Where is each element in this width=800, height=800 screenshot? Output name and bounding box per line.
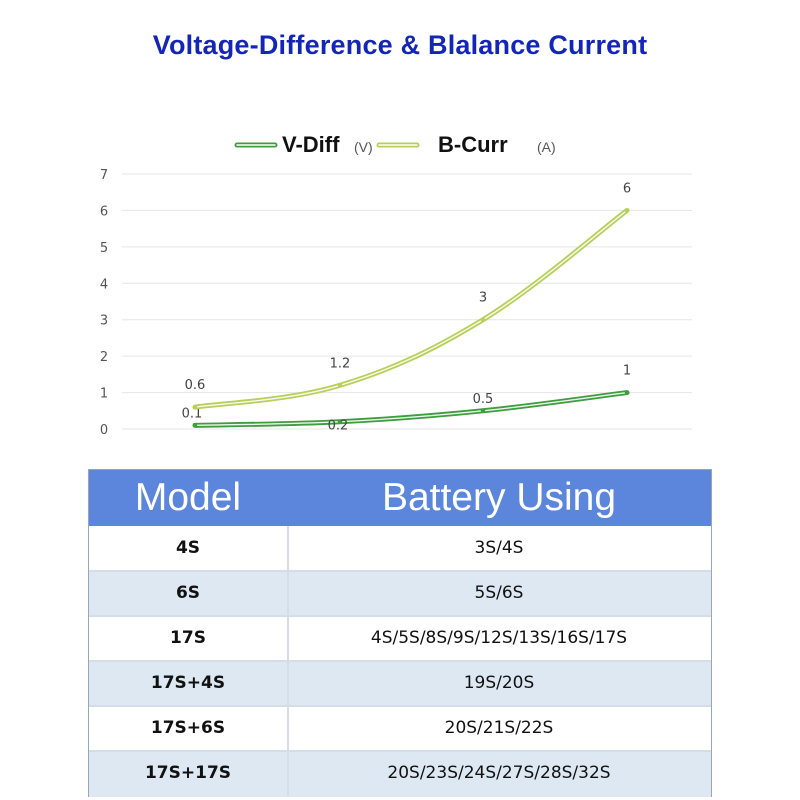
y-tick-label: 0 <box>100 423 108 438</box>
column-divider <box>287 526 289 796</box>
y-tick-label: 2 <box>100 350 108 365</box>
series-line-core <box>194 391 628 427</box>
y-tick-label: 3 <box>100 314 108 329</box>
y-tick-label: 1 <box>100 387 108 402</box>
legend-label: B-Curr <box>438 132 508 157</box>
data-point <box>337 383 343 388</box>
line-chart: 0 1 2 3 4 5 6 7 0.1 0.2 0.5 1 0.6 1.2 3 6 V-Diff (V) B-Cur… <box>100 132 692 438</box>
legend-unit: (A) <box>537 139 556 155</box>
table-row: 6S 5S/6S <box>89 572 711 617</box>
data-label: 6 <box>623 181 631 196</box>
data-label: 1 <box>623 364 631 379</box>
model-cell: 17S+6S <box>150 718 226 738</box>
table-row: 17S 4S/5S/8S/9S/12S/13S/16S/17S <box>89 617 711 662</box>
table-row: 4S 3S/4S <box>89 527 711 572</box>
data-point <box>192 423 198 428</box>
data-point <box>624 390 630 395</box>
battery-cell: 5S/6S <box>474 583 524 603</box>
model-cell: 17S <box>170 628 206 648</box>
battery-cell: 19S/20S <box>463 673 535 693</box>
data-label: 0.6 <box>185 378 206 393</box>
model-cell: 4S <box>175 538 201 558</box>
battery-cell: 20S/23S/24S/27S/28S/32S <box>387 763 611 783</box>
header-battery-using: Battery Using <box>381 476 617 519</box>
battery-cell: 4S/5S/8S/9S/12S/13S/16S/17S <box>370 628 628 648</box>
data-label: 0.5 <box>473 392 494 407</box>
legend-unit: (V) <box>354 139 373 155</box>
data-point <box>192 404 198 410</box>
table-row: 17S+17S 20S/23S/24S/27S/28S/32S <box>89 752 711 797</box>
data-point <box>480 317 486 322</box>
model-cell: 6S <box>175 583 201 603</box>
y-tick-label: 5 <box>100 241 108 256</box>
series-line-core <box>194 209 628 408</box>
model-cell: 17S+17S <box>144 763 232 783</box>
data-point <box>337 419 343 424</box>
chart-title: Voltage-Difference & Blalance Current <box>152 30 648 60</box>
table-row: 17S+4S 19S/20S <box>89 662 711 707</box>
data-label: 3 <box>479 291 487 306</box>
data-label: 0.1 <box>182 406 203 421</box>
table-header: Model Battery Using <box>89 470 711 527</box>
y-tick-label: 6 <box>100 204 108 219</box>
header-model: Model <box>134 476 242 519</box>
model-table: Model Battery Using 4S 3S/4S 6S 5S/6S 17… <box>88 469 712 797</box>
series-line-v-diff <box>192 390 630 428</box>
series-line-b-curr <box>192 207 630 410</box>
battery-cell: 3S/4S <box>474 538 524 558</box>
data-label: 0.2 <box>328 419 349 434</box>
y-tick-label: 7 <box>100 168 108 183</box>
y-tick-label: 4 <box>100 277 108 292</box>
model-cell: 17S+4S <box>150 673 226 693</box>
battery-cell: 20S/21S/22S <box>444 718 554 738</box>
legend-label: V-Diff <box>282 132 340 157</box>
table-row: 17S+6S 20S/21S/22S <box>89 707 711 752</box>
data-label: 1.2 <box>330 356 351 371</box>
data-point <box>624 208 630 213</box>
data-point <box>480 408 486 413</box>
